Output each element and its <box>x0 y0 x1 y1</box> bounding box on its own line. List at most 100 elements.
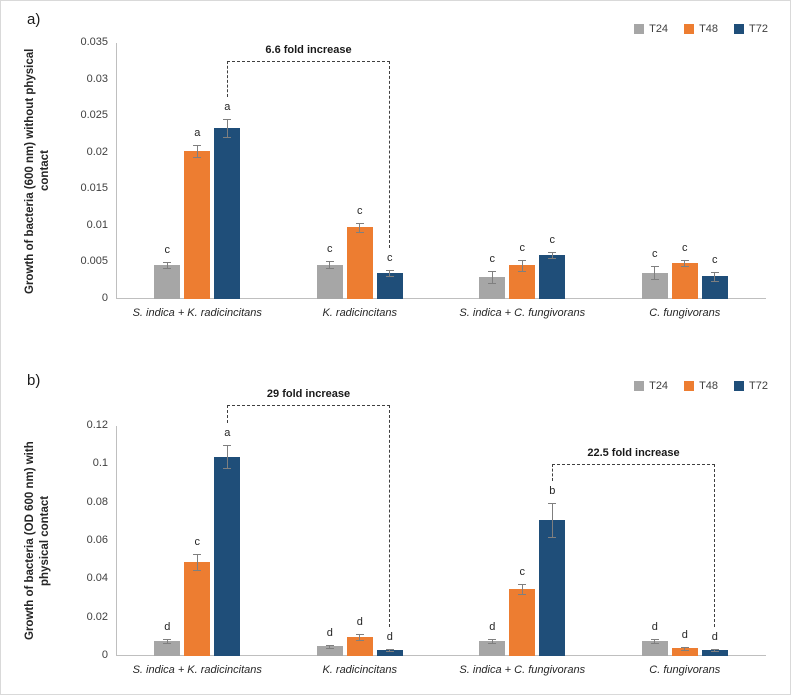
error-bar-cap <box>548 502 557 504</box>
fold-increase-label: 6.6 fold increase <box>265 44 352 57</box>
error-bar <box>359 633 361 640</box>
significance-letter: a <box>224 427 231 440</box>
error-bar-cap <box>193 157 202 159</box>
panel-a-legend: T24 T48 T72 <box>634 23 768 35</box>
legend-item-t24: T24 <box>634 380 668 392</box>
error-bar-cap <box>385 270 394 272</box>
error-bar-cap <box>163 642 172 644</box>
category-label: C. fungivorans <box>649 664 721 676</box>
fold-increase-bracket-line <box>552 464 554 481</box>
error-bar-cap <box>548 537 557 539</box>
bar-t24 <box>154 265 181 299</box>
legend-item-t48: T48 <box>684 380 718 392</box>
error-bar-cap <box>518 271 527 273</box>
error-bar <box>196 145 198 158</box>
fold-increase-bracket-line <box>552 464 715 466</box>
error-bar-cap <box>518 259 527 261</box>
error-bar-cap <box>355 639 364 641</box>
error-bar <box>491 638 493 643</box>
legend-label: T24 <box>649 380 669 392</box>
error-bar-cap <box>548 258 557 260</box>
error-bar-cap <box>488 282 497 284</box>
error-bar-cap <box>325 260 334 262</box>
category-label: S. indica + C. fungivorans <box>459 307 586 319</box>
y-axis-tick-label: 0.06 <box>86 534 108 546</box>
legend-label: T72 <box>749 380 768 392</box>
error-bar-cap <box>223 119 232 121</box>
legend-item-t24: T24 <box>634 23 668 35</box>
error-bar-cap <box>385 651 394 653</box>
error-bar <box>389 649 391 652</box>
significance-letter: d <box>164 620 171 633</box>
bar-t48 <box>671 263 698 299</box>
y-axis-tick-label: 0.1 <box>92 457 108 470</box>
error-bar <box>491 271 493 283</box>
legend-swatch <box>634 381 645 391</box>
legend-item-t72: T72 <box>734 380 768 392</box>
panel-b-legend: T24 T48 T72 <box>634 380 768 392</box>
error-bar-cap <box>650 279 659 281</box>
bar-t48 <box>509 588 536 656</box>
legend-item-t72: T72 <box>734 23 768 35</box>
error-bar <box>166 262 168 269</box>
fold-increase-bracket-line <box>227 404 229 424</box>
panel-a-label: a) <box>27 11 41 28</box>
error-bar <box>196 554 198 570</box>
error-bar-cap <box>650 266 659 268</box>
bar-t48 <box>671 648 698 656</box>
bar-t24 <box>316 646 343 656</box>
error-bar-cap <box>355 231 364 233</box>
significance-letter: c <box>652 248 658 261</box>
error-bar <box>329 260 331 269</box>
error-bar <box>226 119 228 137</box>
error-bar-cap <box>710 280 719 282</box>
error-bar <box>551 252 553 259</box>
significance-letter: c <box>549 234 556 247</box>
error-bar-cap <box>710 651 719 653</box>
error-bar <box>166 638 168 643</box>
category-label: C. fungivorans <box>649 307 721 319</box>
error-bar <box>654 266 656 280</box>
y-axis-tick-label: 0.005 <box>80 255 108 268</box>
bar-t72 <box>701 650 728 656</box>
panel-a-plot-area <box>116 43 766 299</box>
fold-increase-bracket-line <box>227 404 390 406</box>
y-axis-tick-label: 0.01 <box>86 218 108 231</box>
category-label: K. radicincitans <box>322 307 398 319</box>
bar-t24 <box>479 277 506 299</box>
category-label: S. indica + K. radicincitans <box>132 664 262 676</box>
bar-t72 <box>539 255 566 299</box>
bar-t48 <box>346 636 373 656</box>
significance-letter: c <box>519 566 526 579</box>
error-bar <box>714 649 716 652</box>
error-bar <box>521 584 523 594</box>
y-axis-tick-label: 0.015 <box>80 182 108 195</box>
error-bar <box>521 259 523 272</box>
legend-swatch <box>734 24 745 34</box>
error-bar-cap <box>355 222 364 224</box>
panel-b-plot-area <box>116 426 766 656</box>
legend-label: T24 <box>649 23 669 35</box>
y-axis-tick-label: 0.12 <box>86 419 108 431</box>
bar-t72 <box>701 276 728 299</box>
y-axis-tick-label: 0.03 <box>86 72 108 85</box>
panel-b: b) Growth of bacteria (OD 600 nm) with p… <box>1 356 790 694</box>
bar-t24 <box>154 640 181 656</box>
legend-swatch <box>634 24 645 34</box>
legend-label: T48 <box>699 23 719 35</box>
bar-t72 <box>376 273 403 299</box>
error-bar-cap <box>680 646 689 648</box>
bar-t48 <box>346 227 373 299</box>
significance-letter: d <box>386 631 393 644</box>
error-bar-cap <box>488 642 497 644</box>
significance-letter: d <box>489 620 496 633</box>
panel-b-label: b) <box>27 372 41 389</box>
fold-increase-bracket-line <box>227 61 229 98</box>
error-bar-cap <box>710 649 719 651</box>
category-label: K. radicincitans <box>322 664 398 676</box>
error-bar <box>389 270 391 277</box>
bar-t72 <box>214 127 241 299</box>
bar-t24 <box>641 640 668 656</box>
error-bar-cap <box>325 647 334 649</box>
